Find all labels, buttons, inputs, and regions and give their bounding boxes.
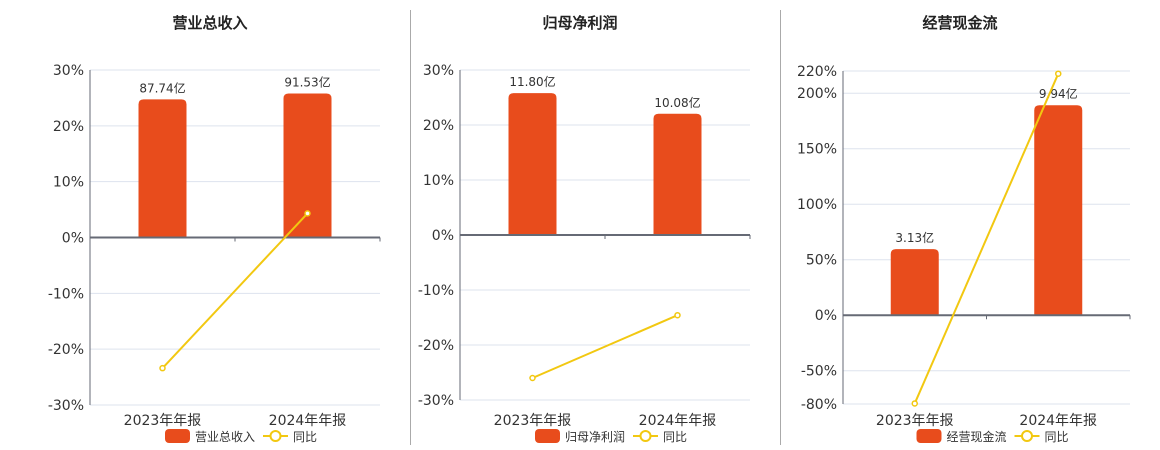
legend-bar-label: 营业总收入 [195, 430, 255, 444]
y-tick-label: 0% [62, 231, 84, 247]
x-tick-label: 2024年年报 [639, 413, 717, 429]
y-tick-label: 10% [53, 175, 84, 191]
bar [283, 93, 332, 238]
y-tick-label: 150% [797, 142, 837, 158]
x-tick-label: 2023年年报 [124, 413, 202, 429]
legend-line-label: 同比 [1045, 430, 1069, 444]
legend-line-marker [269, 430, 282, 442]
chart-panel-3: 经营现金流 220% 200% 150% 100% 50% 0% -50% -80% 3.13亿 9… [797, 14, 1131, 444]
legend-line-label: 同比 [293, 430, 317, 444]
yoy-point [159, 364, 166, 372]
x-tick-label: 2023年年报 [494, 413, 572, 429]
y-tick-label: 220% [797, 64, 837, 80]
bar [890, 249, 939, 316]
y-tick-label: -30% [48, 398, 84, 414]
y-tick-label: -80% [801, 397, 837, 413]
bar-value-label: 3.13亿 [895, 230, 934, 245]
x-tick-label: 2024年年报 [1019, 413, 1097, 429]
y-tick-label: -10% [48, 286, 84, 302]
yoy-point [304, 210, 311, 217]
panel-divider-1 [410, 10, 411, 445]
legend-line-label: 同比 [663, 430, 687, 444]
y-tick-label: 200% [797, 86, 837, 102]
legend-line-marker [639, 430, 652, 442]
y-tick-label: 20% [423, 118, 454, 134]
y-tick-label: -20% [418, 338, 454, 354]
y-tick-label: -10% [418, 283, 454, 299]
panel-divider-2 [780, 10, 781, 445]
bar-value-label: 9.94亿 [1039, 86, 1078, 101]
y-tick-label: 10% [423, 173, 454, 189]
y-tick-label: 0% [432, 228, 454, 244]
legend-bar-swatch [165, 429, 190, 443]
yoy-point [529, 374, 536, 382]
y-tick-label: 20% [53, 119, 84, 135]
x-tick-label: 2023年年报 [876, 413, 954, 429]
x-tick-label: 2024年年报 [269, 413, 347, 429]
y-tick-label: 50% [806, 253, 837, 269]
legend-bar-label: 归母净利润 [565, 430, 625, 444]
bar [508, 93, 557, 235]
legend-bar-swatch [916, 429, 942, 443]
bar-value-label: 10.08亿 [654, 95, 700, 110]
yoy-line [161, 212, 309, 369]
yoy-line [532, 314, 678, 379]
y-tick-label: 100% [797, 197, 837, 213]
bar [138, 99, 187, 238]
legend-line-marker [1021, 430, 1033, 442]
bar-value-label: 11.80亿 [509, 74, 555, 89]
bar [653, 113, 702, 235]
legend-bar-swatch [535, 429, 560, 443]
bar [1034, 105, 1083, 316]
bar-value-label: 87.74亿 [139, 80, 185, 95]
bar-value-label: 91.53亿 [284, 74, 330, 89]
y-tick-label: 0% [815, 308, 837, 324]
y-tick-label: -50% [801, 364, 837, 380]
yoy-line [913, 73, 1060, 404]
y-tick-label: -20% [48, 342, 84, 358]
legend-bar-label: 经营现金流 [947, 429, 1007, 444]
chart-panel-1: 营业总收入 30% 20% 10% 0% -10% -20% -30% 87.74亿 91.53亿… [48, 14, 381, 444]
chart-title: 经营现金流 [922, 14, 997, 32]
y-tick-label: 30% [53, 63, 84, 79]
yoy-point [674, 311, 681, 319]
yoy-point [1055, 70, 1062, 77]
chart-title: 归母净利润 [542, 14, 617, 32]
chart-panel-2: 归母净利润 30% 20% 10% 0% -10% -20% -30% 11.80亿 10.08亿… [418, 14, 751, 444]
y-tick-label: -30% [418, 393, 454, 409]
y-tick-label: 30% [423, 63, 454, 79]
chart-title: 营业总收入 [172, 14, 247, 32]
yoy-point [911, 400, 918, 407]
